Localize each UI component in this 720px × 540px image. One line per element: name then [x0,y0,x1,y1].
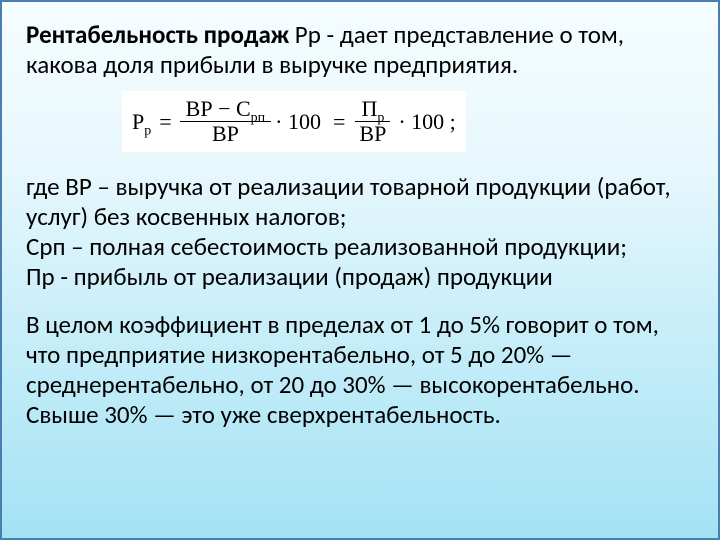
fraction-2: Пр ВР [353,97,392,146]
formula-lhs-sub: р [144,123,151,138]
formula: Рр = ВР − Срп ВР · 100 = Пр ВР · 100 ; [122,91,466,152]
equals-2: = [325,109,353,135]
mult-tail: · 100 ; [392,109,455,135]
formula-container: Рр = ВР − Срп ВР · 100 = Пр ВР · 100 ; [122,91,694,152]
mult-1: · 100 [271,109,325,135]
formula-lhs-main: Р [132,109,144,134]
fraction-2-num-a: П [361,96,377,121]
fraction-1-num: ВР − Срп [180,97,272,122]
equals-1: = [151,109,179,135]
fraction-1-num-a: ВР − С [186,96,251,121]
formula-lhs: Рр [132,109,151,135]
definitions: где ВР – выручка от реализации товарной … [26,172,694,292]
fraction-1-den: ВР [206,122,245,146]
fraction-1-num-sub: рп [251,110,266,125]
heading: Рентабельность продаж Рр - дает представ… [26,20,694,79]
conclusion: В целом коэффициент в пределах от 1 до 5… [26,310,694,430]
heading-bold: Рентабельность продаж [26,19,289,50]
fraction-2-den: ВР [353,122,392,146]
fraction-2-num: Пр [355,97,390,122]
fraction-1: ВР − Срп ВР [180,97,272,146]
